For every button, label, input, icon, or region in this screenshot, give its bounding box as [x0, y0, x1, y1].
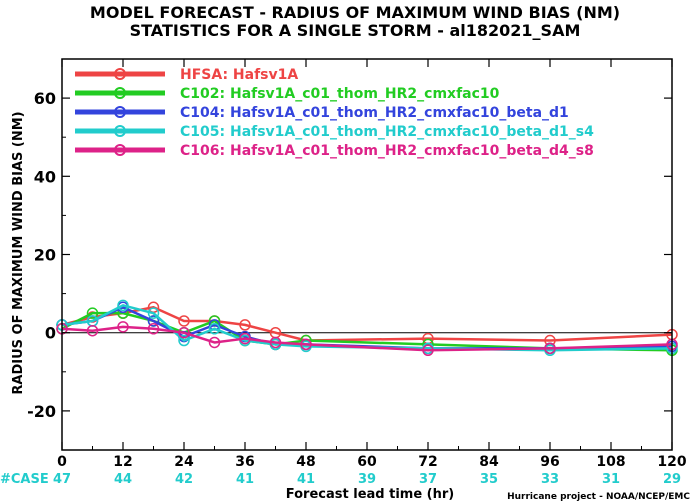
x-tick-label: 108	[596, 454, 625, 470]
case-count: 41	[297, 472, 315, 487]
case-count: 31	[602, 472, 620, 487]
x-tick-label: 24	[174, 454, 194, 470]
series-point-3	[147, 315, 160, 327]
case-label: #CASE	[0, 472, 49, 487]
series-point-4	[208, 323, 221, 335]
legend-marker-2	[114, 87, 126, 99]
series-point-4	[117, 299, 129, 312]
y-tick-label: -20	[27, 402, 56, 421]
series-point-5	[147, 323, 160, 335]
series-point-1	[178, 315, 190, 327]
case-count: 39	[358, 472, 376, 487]
series-point-5	[239, 332, 251, 345]
x-tick-label: 72	[418, 454, 437, 470]
legend-marker-3	[114, 106, 126, 118]
series-point-5	[178, 326, 190, 339]
case-count: 42	[175, 472, 193, 487]
chart-title: MODEL FORECAST - RADIUS OF MAXIMUM WIND …	[90, 3, 620, 22]
series-point-2	[86, 307, 99, 319]
legend-label-4: C105: Hafsv1A_c01_thom_HR2_cmxfac10_beta…	[180, 124, 594, 140]
series-point-5	[544, 342, 556, 355]
legend-label-3: C104: Hafsv1A_c01_thom_HR2_cmxfac10_beta…	[180, 105, 569, 121]
x-tick-label: 60	[357, 454, 377, 470]
case-count: 35	[480, 472, 498, 487]
y-tick-label: 40	[34, 167, 56, 186]
series-point-4	[178, 334, 190, 347]
x-tick-label: 36	[235, 454, 254, 470]
series-point-5	[422, 344, 434, 357]
case-count: 41	[236, 472, 254, 487]
series-point-1	[239, 319, 251, 331]
x-tick-label: 120	[657, 454, 686, 470]
x-tick-label: 48	[296, 454, 315, 470]
legend-label-5: C106: Hafsv1A_c01_thom_HR2_cmxfac10_beta…	[180, 143, 594, 159]
legend-marker-1	[114, 68, 126, 80]
legend-label-2: C102: Hafsv1A_c01_thom_HR2_cmxfac10	[180, 86, 500, 102]
series-point-5	[269, 336, 282, 349]
case-count: 29	[663, 472, 681, 487]
series-point-5	[208, 336, 221, 349]
legend-label-1: HFSA: Hafsv1A	[180, 67, 298, 83]
series-point-5	[117, 321, 129, 333]
series-point-5	[86, 324, 99, 337]
x-tick-label: 12	[113, 454, 132, 470]
y-tick-label: 20	[34, 246, 56, 265]
x-axis-label: Forecast lead time (hr)	[286, 487, 454, 502]
case-count: 47	[53, 472, 71, 487]
legend: HFSA: Hafsv1A C102: Hafsv1A_c01_thom_HR2_…	[75, 67, 594, 159]
legend-marker-4	[114, 125, 126, 137]
x-tick-label: 84	[479, 454, 499, 470]
series-layer	[56, 299, 678, 357]
case-count: 37	[419, 472, 437, 487]
x-tick-label: 96	[540, 454, 559, 470]
series-point-5	[300, 338, 312, 351]
y-tick-label: 60	[34, 89, 56, 108]
case-count: 44	[114, 472, 132, 487]
series-point-4	[147, 307, 160, 319]
x-tick-label: 0	[57, 454, 67, 470]
legend-marker-5	[114, 144, 126, 156]
y-tick-label: 0	[45, 324, 56, 343]
y-axis-label: RADIUS OF MAXIMUM WIND BIAS (NM)	[11, 111, 26, 394]
case-count: 33	[541, 472, 559, 487]
axes: 0 47 12 44 24 42 36 41 48 41 60 39 72 37 84 35 96 33 108 31…	[27, 58, 687, 487]
chart-subtitle: STATISTICS FOR A SINGLE STORM - al182021…	[130, 21, 581, 40]
credit-text: Hurricane project - NOAA/NCEP/EMC	[507, 492, 690, 502]
